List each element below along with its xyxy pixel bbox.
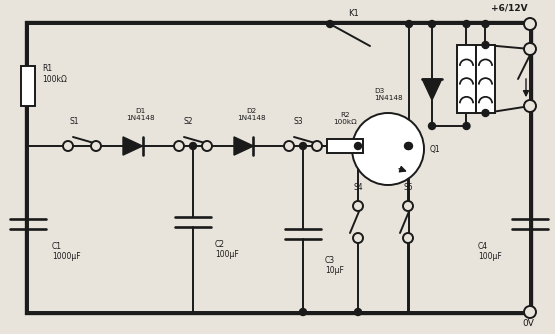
Bar bbox=[457, 45, 476, 113]
Text: S2: S2 bbox=[183, 117, 193, 126]
Circle shape bbox=[463, 20, 470, 27]
Text: R1
100kΩ: R1 100kΩ bbox=[42, 64, 67, 84]
Circle shape bbox=[174, 141, 184, 151]
Text: D1
1N4148: D1 1N4148 bbox=[125, 108, 154, 121]
Text: S3: S3 bbox=[293, 117, 303, 126]
Circle shape bbox=[91, 141, 101, 151]
Text: S5: S5 bbox=[403, 183, 413, 192]
Circle shape bbox=[524, 306, 536, 318]
Text: C3
10μF: C3 10μF bbox=[325, 256, 344, 276]
Polygon shape bbox=[234, 137, 254, 155]
Circle shape bbox=[300, 309, 306, 316]
Text: C1
1000μF: C1 1000μF bbox=[52, 242, 80, 262]
Circle shape bbox=[482, 110, 489, 117]
Circle shape bbox=[524, 100, 536, 112]
Circle shape bbox=[403, 233, 413, 243]
Circle shape bbox=[353, 233, 363, 243]
Circle shape bbox=[428, 123, 436, 130]
Circle shape bbox=[300, 143, 306, 150]
Circle shape bbox=[406, 143, 412, 150]
Bar bbox=[26, 22, 532, 314]
Circle shape bbox=[405, 143, 411, 150]
Bar bbox=[476, 45, 495, 113]
Bar bbox=[21, 66, 35, 106]
Text: C4
100μF: C4 100μF bbox=[478, 242, 502, 262]
Text: +6/12V: +6/12V bbox=[491, 3, 528, 12]
Circle shape bbox=[326, 20, 334, 27]
Text: C2
100μF: C2 100μF bbox=[215, 240, 239, 260]
Text: D2
1N4148: D2 1N4148 bbox=[236, 108, 265, 121]
Circle shape bbox=[524, 43, 536, 55]
Circle shape bbox=[403, 201, 413, 211]
Circle shape bbox=[463, 123, 470, 130]
Text: D3
1N4148: D3 1N4148 bbox=[374, 88, 402, 101]
Circle shape bbox=[284, 141, 294, 151]
Circle shape bbox=[406, 20, 412, 27]
Circle shape bbox=[482, 20, 489, 27]
Text: S1: S1 bbox=[69, 117, 79, 126]
Circle shape bbox=[355, 309, 361, 316]
Bar bbox=[327, 139, 363, 153]
Circle shape bbox=[355, 143, 361, 150]
Circle shape bbox=[189, 143, 196, 150]
Text: K1: K1 bbox=[348, 9, 359, 18]
Polygon shape bbox=[123, 137, 143, 155]
Text: 0V: 0V bbox=[522, 319, 534, 328]
Circle shape bbox=[353, 201, 363, 211]
Circle shape bbox=[352, 113, 424, 185]
Circle shape bbox=[482, 41, 489, 48]
Circle shape bbox=[312, 141, 322, 151]
Text: S4: S4 bbox=[353, 183, 363, 192]
Circle shape bbox=[202, 141, 212, 151]
Polygon shape bbox=[422, 79, 442, 100]
Text: R2
100kΩ: R2 100kΩ bbox=[333, 112, 357, 125]
Text: Q1: Q1 bbox=[430, 145, 441, 154]
Circle shape bbox=[428, 20, 436, 27]
Circle shape bbox=[63, 141, 73, 151]
Circle shape bbox=[524, 18, 536, 30]
